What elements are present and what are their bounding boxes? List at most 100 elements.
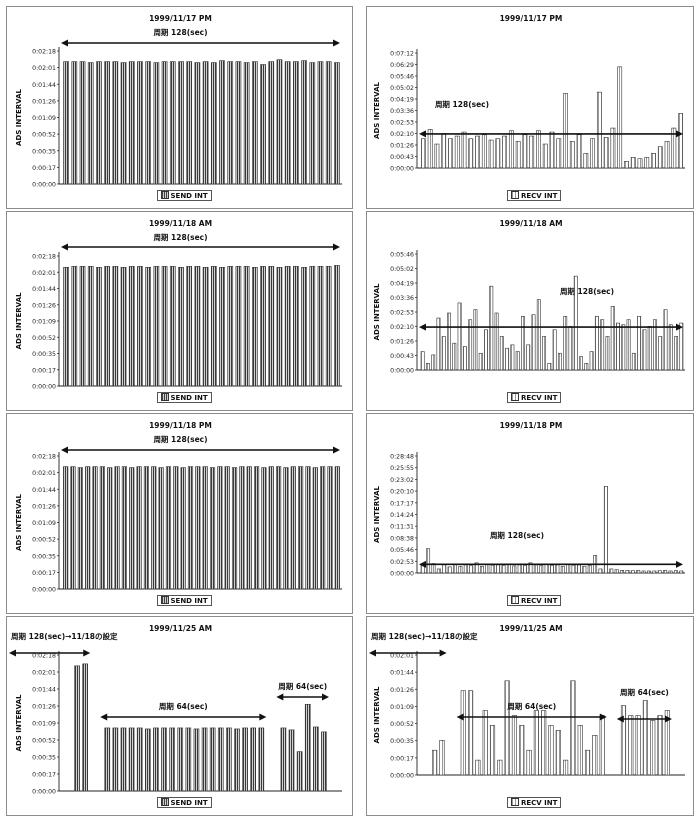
y-tick-label: 0:01:26: [390, 687, 414, 694]
legend-swatch: [511, 798, 519, 806]
arrowhead-left: [9, 649, 16, 657]
bar: [293, 266, 299, 387]
bar: [652, 570, 657, 574]
bar: [631, 352, 636, 371]
bar: [522, 134, 528, 169]
bar: [610, 127, 616, 169]
y-axis-label: ADS INTERVAL: [15, 88, 23, 145]
bar: [112, 727, 119, 792]
bar: [453, 563, 457, 574]
y-tick-label: 0:00:00: [390, 166, 414, 173]
bar: [641, 570, 646, 574]
bar: [517, 564, 522, 574]
y-tick-label: 0:01:26: [390, 339, 414, 346]
bar: [71, 61, 78, 185]
chart-svg: 1999/11/25 AM 0:00:00 0:00:17 0:00:35 0:00:5…: [369, 624, 685, 780]
bar: [663, 569, 668, 574]
bar: [268, 466, 274, 590]
bar: [549, 131, 555, 169]
bar: [276, 267, 283, 387]
bar: [504, 680, 510, 776]
y-tick-label: 0:01:26: [32, 98, 56, 105]
bar: [325, 61, 332, 185]
bar: [290, 466, 296, 590]
bar: [457, 302, 462, 371]
bar: [251, 267, 258, 387]
bar: [468, 138, 474, 169]
y-tick-label: 0:01:26: [32, 302, 56, 309]
bar: [158, 467, 164, 590]
bar: [436, 568, 441, 574]
bar: [473, 309, 478, 371]
arrowhead-right: [259, 713, 267, 721]
bar: [555, 730, 561, 776]
y-tick-label: 0:17:17: [390, 500, 414, 507]
bar: [120, 267, 127, 387]
bar: [570, 680, 576, 776]
bar: [120, 62, 127, 185]
bar: [209, 467, 216, 590]
y-tick-label: 0:01:09: [390, 704, 414, 711]
arrowhead-left: [100, 713, 108, 721]
bar: [96, 267, 102, 387]
bar: [173, 466, 179, 590]
arrowhead-left: [276, 693, 284, 701]
bar: [651, 153, 656, 169]
y-tick-label: 0:07:12: [390, 51, 414, 58]
bar: [678, 113, 684, 169]
bar: [584, 362, 589, 371]
bar: [679, 570, 684, 574]
y-tick-label: 0:00:00: [390, 571, 414, 578]
arrowhead-right: [665, 715, 672, 723]
bar: [489, 725, 496, 776]
bar: [536, 130, 541, 169]
bar: [276, 59, 283, 185]
bar: [501, 565, 506, 574]
y-tick-label: 0:00:00: [32, 384, 56, 391]
chart-panel-p4: 1999/11/18 AM 0:00:00 0:00:43 0:01:26 0:02:1…: [366, 211, 694, 411]
bar: [603, 486, 608, 574]
y-tick-label: 0:01:44: [32, 286, 56, 293]
y-tick-label: 0:00:52: [32, 335, 56, 342]
bar: [637, 158, 643, 169]
bar: [309, 266, 316, 387]
chart-panel-p7: 1999/11/25 AM 0:00:00 0:00:17 0:00:35 0:00:5…: [6, 616, 353, 816]
period-annotation: 周期 128(sec): [153, 27, 207, 37]
bar: [642, 700, 648, 776]
bar: [624, 161, 629, 169]
arrowhead-left: [419, 560, 426, 568]
bar: [460, 690, 466, 776]
y-tick-label: 0:02:01: [32, 270, 56, 277]
bar: [145, 61, 152, 185]
bar: [425, 362, 430, 371]
y-tick-label: 0:00:52: [32, 132, 56, 139]
bar: [298, 466, 304, 590]
bar: [436, 317, 441, 371]
period-arrow: [9, 649, 91, 657]
y-tick-label: 0:00:17: [32, 570, 56, 577]
bar: [104, 727, 111, 792]
bar: [544, 563, 549, 574]
period-arrow: [61, 243, 340, 251]
bar: [431, 563, 436, 574]
y-tick-label: 0:00:52: [32, 738, 56, 745]
bar: [671, 127, 677, 169]
y-tick-label: 0:00:35: [32, 351, 56, 358]
bar: [284, 61, 291, 185]
period-arrow: [61, 446, 340, 454]
bar: [541, 710, 547, 776]
arrowhead-left: [61, 39, 68, 47]
bar: [258, 727, 265, 792]
y-axis-label: ADS INTERVAL: [15, 694, 23, 751]
arrowhead-right: [676, 323, 683, 331]
bar: [610, 306, 615, 371]
chart-svg: 1999/11/25 AM 0:00:00 0:00:17 0:00:35 0:00:5…: [9, 624, 342, 796]
bar: [609, 568, 614, 574]
legend: SEND INT: [156, 797, 212, 808]
y-tick-label: 0:01:09: [32, 319, 56, 326]
bar: [479, 565, 484, 574]
bar: [653, 319, 657, 371]
bar: [647, 570, 651, 574]
period-annotation: 周期 64(sec): [159, 701, 208, 711]
legend-swatch: [160, 596, 169, 604]
